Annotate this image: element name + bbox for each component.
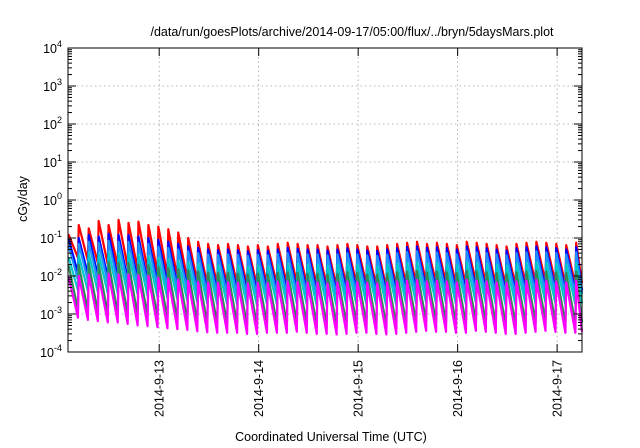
y-tick-label: 10-2 [40, 267, 62, 284]
y-tick-label: 100 [43, 191, 62, 208]
series-line-6 [67, 272, 584, 336]
y-tick-label: 10-4 [40, 343, 62, 360]
y-tick-label: 101 [43, 153, 62, 170]
y-tick-label: 104 [43, 39, 62, 56]
plot-frame [67, 47, 583, 353]
y-axis-label: cGy/day [16, 175, 30, 222]
x-tick-label: 2014-9-14 [252, 360, 266, 417]
x-tick-label: 2014-9-13 [153, 360, 167, 417]
x-tick-label: 2014-9-17 [551, 360, 565, 417]
x-tick-label: 2014-9-16 [451, 360, 465, 417]
chart-title: /data/run/goesPlots/archive/2014-09-17/0… [150, 25, 554, 39]
axes: 10-4 10-3 10-2 10-1 100 101 102 103 104 2014-9-13… [40, 39, 583, 417]
x-axis-label: Coordinated Universal Time (UTC) [235, 430, 427, 444]
y-tick-label: 102 [43, 115, 62, 132]
y-tick-label: 10-3 [40, 305, 62, 322]
y-tick-label: 103 [43, 77, 62, 94]
y-tick-label: 10-1 [40, 229, 62, 246]
x-tick-label: 2014-9-15 [352, 360, 366, 417]
plot-series [67, 218, 584, 336]
